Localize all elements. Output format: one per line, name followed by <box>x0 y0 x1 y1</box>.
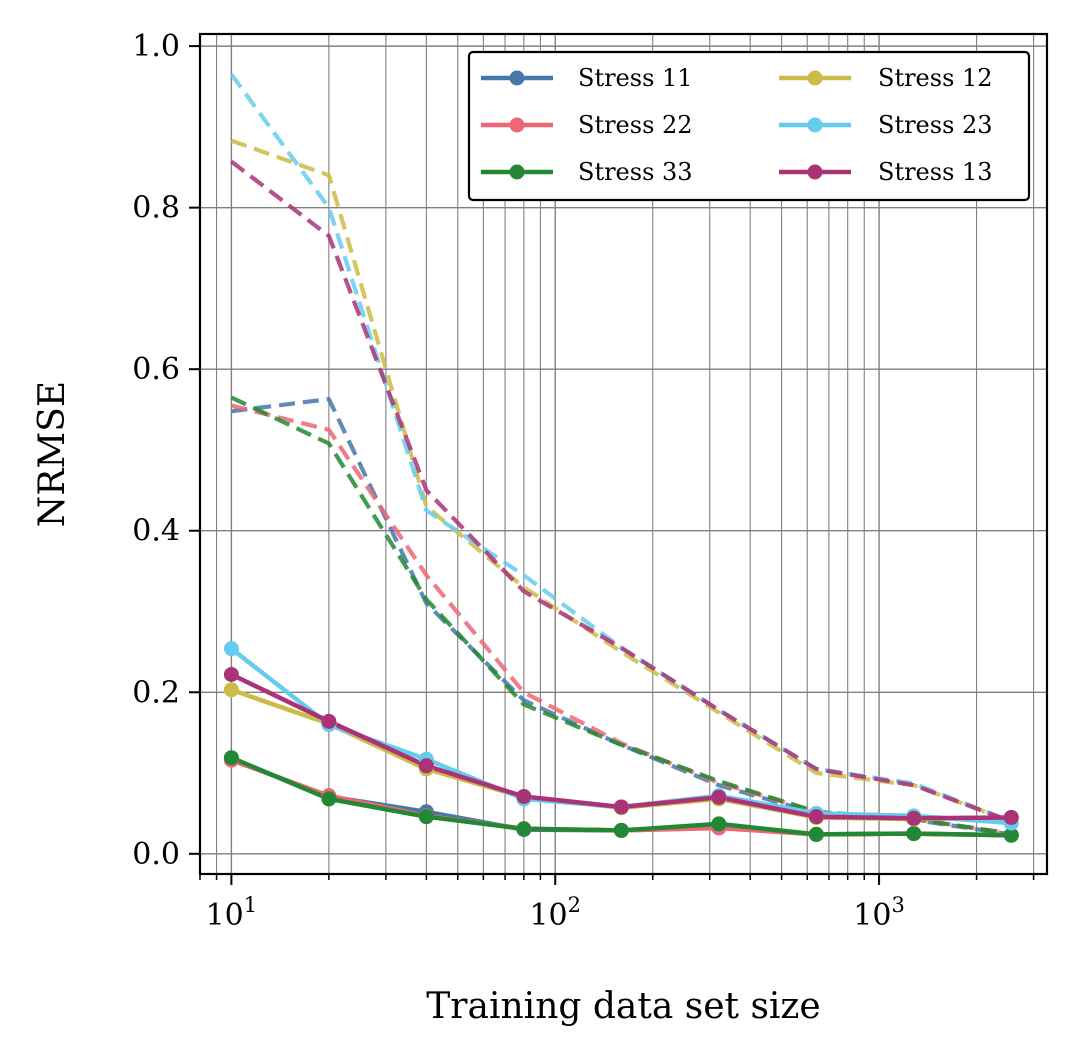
stress-13-point <box>613 799 629 815</box>
legend-label: Stress 23 <box>878 111 993 139</box>
stress-13-point <box>516 788 532 804</box>
stress-22-dashed-line <box>230 403 1012 836</box>
stress-33-dashed-line <box>230 395 1012 836</box>
legend-entry-stress-13: Stress 13 <box>779 158 993 186</box>
legend-swatch-marker <box>807 70 823 86</box>
stress-23-point <box>223 641 239 657</box>
stress-12-dashed-line <box>230 138 1013 824</box>
y-tick-label: 0.8 <box>132 191 180 226</box>
legend-box <box>467 50 1031 202</box>
stress-13-point <box>906 810 922 826</box>
stress-33-point <box>808 826 824 842</box>
y-tick-labels: 0.0 0.2 0.4 0.6 0.8 1.0 <box>132 29 180 872</box>
y-tick-label: 0.4 <box>132 514 180 549</box>
stress-13-point <box>1003 809 1019 825</box>
legend-entry-stress-23: Stress 23 <box>779 111 993 139</box>
legend-swatch-marker <box>509 117 525 133</box>
y-tick-label: 0.2 <box>132 675 180 710</box>
legend-swatch-marker <box>807 164 823 180</box>
stress-12-point <box>223 682 239 698</box>
series-markers <box>223 641 1019 843</box>
stress-11-dashed-line <box>231 397 1012 837</box>
x-tick-labels: 101 102 103 <box>206 893 905 933</box>
stress-33-point <box>613 822 629 838</box>
x-tick-label: 103 <box>853 893 905 933</box>
x-axis-title: Training data set size <box>426 986 820 1027</box>
legend-label: Stress 13 <box>878 158 993 186</box>
stress-13-dashed-line <box>230 159 1013 824</box>
y-axis-title: NRMSE <box>32 381 73 527</box>
stress-13-point <box>223 667 239 682</box>
legend-label: Stress 11 <box>578 64 693 92</box>
stress-23-line <box>230 646 1012 826</box>
stress-33-point <box>321 791 337 807</box>
plot-frame <box>198 32 1049 876</box>
x-tick-exponent: 3 <box>891 893 904 917</box>
legend-entry-stress-12: Stress 12 <box>779 64 993 92</box>
stress-13-point <box>808 809 824 825</box>
stress-33-point <box>711 816 727 832</box>
stress-33-point <box>906 826 922 842</box>
y-tick-label: 0.6 <box>132 352 180 387</box>
legend-entry-stress-22: Stress 22 <box>481 111 693 139</box>
stress-33-point <box>516 821 532 837</box>
legend-swatch-marker <box>509 70 525 86</box>
y-tick-label: 0.0 <box>132 837 180 872</box>
legend-label: Stress 33 <box>578 158 693 186</box>
legend-label: Stress 12 <box>878 64 993 92</box>
legend-swatch-marker <box>509 164 525 180</box>
y-tick-label: 1.0 <box>132 29 180 64</box>
stress-33-point <box>223 750 239 766</box>
stress-13-point <box>711 789 727 805</box>
axis-ticks <box>189 45 1035 885</box>
stress-13-point <box>321 713 337 729</box>
stress-33-point <box>418 809 434 825</box>
x-tick-base: 10 <box>206 898 244 933</box>
stress-33-point <box>1003 827 1019 843</box>
legend-label: Stress 22 <box>578 111 693 139</box>
x-tick-label: 101 <box>206 893 258 933</box>
x-tick-base: 10 <box>853 898 891 933</box>
x-tick-exponent: 1 <box>244 893 257 917</box>
x-tick-label: 102 <box>529 893 581 933</box>
x-tick-base: 10 <box>529 898 567 933</box>
legend-entry-stress-11: Stress 11 <box>481 64 693 92</box>
legend-entry-stress-33: Stress 33 <box>481 158 693 186</box>
x-tick-exponent: 2 <box>568 893 581 917</box>
legend: Stress 11 Stress 22 Stress 33 Stress 12 Stre… <box>467 50 1031 202</box>
legend-swatch-marker <box>807 117 823 133</box>
stress-13-point <box>418 758 434 774</box>
